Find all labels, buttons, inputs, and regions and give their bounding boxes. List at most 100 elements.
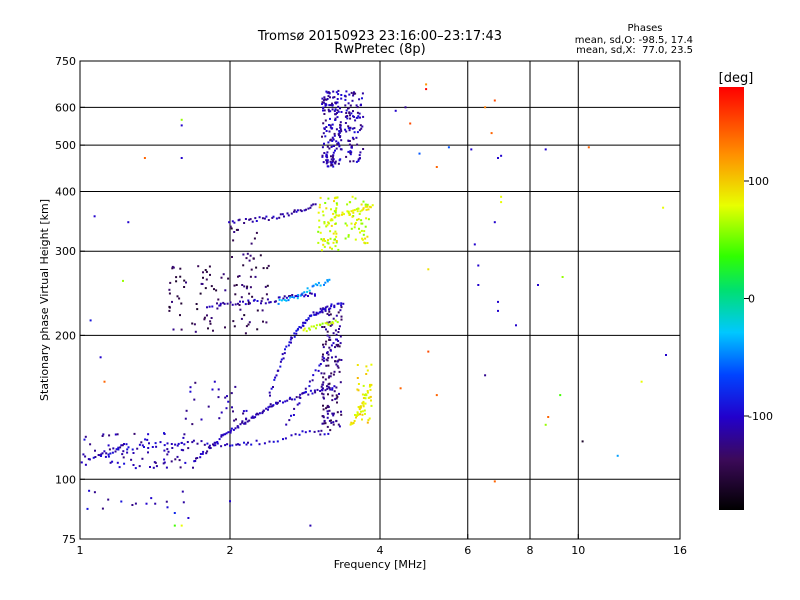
echo-point bbox=[218, 438, 221, 441]
echo-point bbox=[313, 313, 316, 316]
echo-point bbox=[325, 159, 328, 162]
echo-point bbox=[179, 275, 182, 278]
echo-point bbox=[141, 444, 144, 447]
echo-point bbox=[304, 293, 307, 296]
echo-point bbox=[340, 111, 343, 113]
echo-point bbox=[122, 450, 125, 453]
echo-point bbox=[230, 427, 233, 430]
echo-point bbox=[340, 304, 343, 307]
echo-point bbox=[150, 497, 153, 500]
echo-point bbox=[229, 431, 232, 434]
echo-point bbox=[307, 295, 309, 297]
echo-point bbox=[356, 388, 359, 391]
echo-point bbox=[179, 314, 181, 317]
echo-point bbox=[326, 312, 329, 315]
echo-point bbox=[238, 218, 241, 221]
echo-point bbox=[240, 317, 243, 320]
echo-point bbox=[351, 422, 354, 425]
echo-point bbox=[326, 280, 329, 283]
echo-point bbox=[365, 208, 368, 211]
echo-point bbox=[256, 309, 259, 312]
echo-point bbox=[250, 242, 253, 245]
echo-point bbox=[296, 297, 299, 300]
echo-point bbox=[313, 389, 316, 392]
echo-point bbox=[326, 410, 329, 413]
echo-point bbox=[324, 202, 327, 204]
echo-point bbox=[107, 455, 110, 458]
echo-point bbox=[347, 127, 350, 130]
echo-point bbox=[296, 209, 299, 212]
echo-point bbox=[353, 226, 356, 229]
echo-point bbox=[325, 328, 327, 331]
echo-point bbox=[336, 411, 339, 414]
echo-point bbox=[173, 524, 176, 527]
echo-point bbox=[328, 336, 331, 339]
colorbar-label: [deg] bbox=[719, 71, 754, 86]
echo-point bbox=[121, 453, 124, 456]
y-tick-label: 300 bbox=[55, 245, 76, 258]
echo-point bbox=[314, 369, 317, 372]
echo-point bbox=[362, 400, 365, 403]
echo-point bbox=[134, 467, 137, 470]
echo-point bbox=[301, 430, 304, 433]
echo-point bbox=[334, 101, 337, 104]
echo-point bbox=[346, 210, 349, 213]
echo-point bbox=[170, 443, 173, 445]
echo-point bbox=[302, 329, 305, 332]
echo-point bbox=[149, 466, 151, 468]
echo-point bbox=[319, 196, 322, 199]
echo-point bbox=[321, 355, 324, 358]
echo-point bbox=[319, 390, 322, 392]
echo-point bbox=[155, 465, 158, 468]
echo-point bbox=[332, 421, 335, 424]
echo-point bbox=[327, 386, 330, 389]
echo-point bbox=[216, 441, 219, 443]
echo-point bbox=[323, 283, 325, 286]
echo-point bbox=[337, 162, 340, 165]
echo-point bbox=[93, 491, 96, 494]
echo-point bbox=[338, 130, 341, 132]
echo-point bbox=[323, 142, 325, 145]
echo-point bbox=[248, 292, 251, 295]
echo-point bbox=[336, 345, 339, 348]
echo-point bbox=[172, 328, 175, 331]
echo-point bbox=[335, 397, 338, 400]
echo-point bbox=[345, 130, 348, 133]
echo-point bbox=[326, 425, 329, 428]
echo-point bbox=[337, 331, 340, 333]
echo-point bbox=[241, 421, 244, 424]
echo-point bbox=[323, 221, 326, 224]
echo-point bbox=[339, 309, 342, 312]
echo-point bbox=[99, 356, 102, 359]
echo-point bbox=[278, 216, 281, 219]
echo-point bbox=[334, 329, 337, 332]
echo-point bbox=[313, 325, 315, 328]
echo-point bbox=[89, 443, 92, 446]
echo-point bbox=[333, 304, 336, 307]
echo-point bbox=[333, 110, 336, 113]
echo-point bbox=[335, 343, 338, 346]
echo-point bbox=[229, 301, 232, 304]
echo-point bbox=[333, 385, 336, 388]
echo-point bbox=[305, 330, 308, 333]
echo-point bbox=[247, 323, 250, 326]
echo-point bbox=[327, 356, 330, 359]
echo-point bbox=[321, 389, 324, 392]
echo-point bbox=[303, 291, 306, 294]
echo-point bbox=[339, 335, 342, 338]
echo-point bbox=[141, 457, 144, 460]
echo-point bbox=[335, 419, 338, 422]
echo-point bbox=[361, 413, 364, 416]
echo-point bbox=[350, 112, 353, 115]
echo-point bbox=[358, 129, 361, 132]
echo-point bbox=[131, 504, 134, 506]
echo-point bbox=[334, 355, 337, 358]
echo-point bbox=[425, 83, 428, 86]
echo-point bbox=[224, 289, 227, 292]
echo-point bbox=[360, 222, 363, 225]
echo-point bbox=[334, 108, 337, 111]
echo-point bbox=[327, 91, 330, 94]
echo-point bbox=[274, 300, 277, 303]
echo-point bbox=[334, 398, 337, 401]
echo-point bbox=[319, 363, 322, 365]
